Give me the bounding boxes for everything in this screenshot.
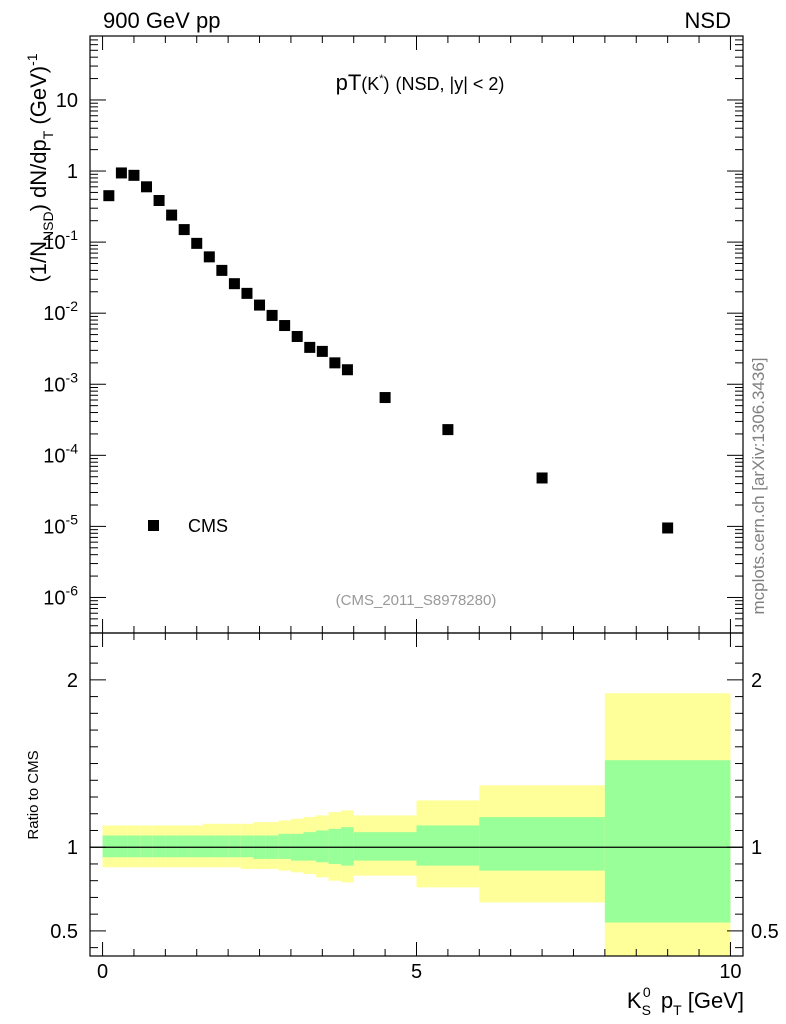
data-point <box>329 357 341 369</box>
data-point <box>228 278 240 290</box>
data-point <box>662 522 674 534</box>
data-point <box>178 224 190 236</box>
upper-frame <box>89 35 744 634</box>
upper-y-tick-base: 10 <box>43 516 65 538</box>
data-point <box>304 341 316 353</box>
upper-y-tick-base: 10 <box>43 303 65 325</box>
data-point <box>191 237 203 249</box>
plot-title-main: pT <box>336 70 362 95</box>
ratio-band-stat <box>140 835 153 858</box>
legend-marker <box>148 520 159 531</box>
ratio-band-stat <box>177 835 191 858</box>
upper-y-tick-label: 10-4 <box>43 440 78 467</box>
data-markers <box>103 167 674 534</box>
ratio-bands <box>90 693 743 956</box>
x-tick-label: 5 <box>411 961 422 983</box>
upper-y-tick-label: 1 <box>67 161 78 183</box>
ratio-band-stat <box>604 760 731 923</box>
ratio-y-tick-label-right: 0.5 <box>751 921 779 943</box>
upper-y-tick-exponent: -3 <box>66 369 79 385</box>
ratio-band-stat <box>127 835 141 858</box>
legend-label-cms: CMS <box>188 516 228 536</box>
data-point <box>442 424 454 436</box>
upper-y-tick-label: 10-3 <box>43 369 78 396</box>
ratio-y-tick-label-left: 0.5 <box>50 921 78 943</box>
ratio-band-stat <box>479 817 605 871</box>
data-point <box>266 309 278 321</box>
upper-y-tick-exponent: -2 <box>66 298 79 314</box>
plot-title-particle: (K <box>361 74 379 94</box>
upper-y-tick-base: 10 <box>56 90 78 112</box>
data-point <box>341 364 353 376</box>
upper-y-axis-title: (1/NNSD) dN/dpT (GeV)-1 <box>24 53 56 282</box>
data-point <box>153 194 165 206</box>
ratio-band-stat <box>102 835 116 858</box>
upper-y-tick-base: 10 <box>43 587 65 609</box>
ratio-band-stat <box>190 835 204 858</box>
upper-y-tick-exponent: -6 <box>66 582 79 598</box>
ratio-band-stat <box>341 827 354 866</box>
upper-y-tick-base: 10 <box>43 374 65 396</box>
ratio-band-stat <box>240 835 254 858</box>
watermark: mcplots.cern.ch [arXiv:1306.3436] <box>749 357 768 614</box>
ratio-band-stat <box>316 830 329 863</box>
analysis-tag: (CMS_2011_S8978280) <box>336 592 497 609</box>
ratio-band-stat <box>203 835 216 858</box>
data-point <box>316 345 328 357</box>
upper-y-tick-exponent: -4 <box>66 440 79 456</box>
data-point <box>128 169 140 181</box>
upper-y-tick-label: 10-2 <box>43 298 78 325</box>
header-process: NSD <box>685 8 731 33</box>
upper-y-tick-exponent: -5 <box>66 511 79 527</box>
plot-title-particle-sup: * <box>379 73 384 85</box>
ratio-band-stat <box>228 835 241 858</box>
ratio-band-stat <box>328 828 342 864</box>
ratio-band-stat <box>165 835 178 858</box>
ratio-band-stat <box>416 825 480 866</box>
upper-y-tick-base: 10 <box>43 232 65 254</box>
header-energy: 900 GeV pp <box>103 8 220 33</box>
data-point <box>279 320 291 332</box>
ratio-band-stat <box>303 832 317 861</box>
upper-y-tick-label: 10 <box>56 90 78 112</box>
upper-y-tick-label: 10-1 <box>43 227 78 254</box>
data-point <box>115 167 127 179</box>
ratio-band-stat <box>115 835 128 858</box>
data-point <box>379 392 391 404</box>
plot-title-particle-close: ) <box>384 74 390 94</box>
data-point <box>241 287 253 299</box>
data-point <box>166 209 178 221</box>
x-axis-title: KS0 pT [GeV] <box>627 984 744 1018</box>
plot-title-cuts: (NSD, |y| < 2) <box>396 74 505 94</box>
upper-y-tick-exponent: -1 <box>66 227 79 243</box>
x-tick-label: 10 <box>719 961 741 983</box>
data-point <box>216 264 228 276</box>
x-tick-label: 0 <box>97 961 108 983</box>
ratio-y-axis-title: Ratio to CMS <box>25 750 42 839</box>
ratio-y-tick-label-right: 2 <box>751 670 762 692</box>
ratio-y-tick-label-left: 1 <box>67 837 78 859</box>
data-point <box>254 299 266 311</box>
upper-y-tick-base: 10 <box>43 445 65 467</box>
ratio-band-stat <box>152 835 166 858</box>
data-point <box>103 190 115 202</box>
upper-y-tick-label: 10-6 <box>43 582 78 609</box>
plot-title: pT(K*) (NSD, |y| < 2) <box>336 70 505 95</box>
upper-y-tick-label: 10-5 <box>43 511 78 538</box>
ratio-band-stat <box>278 833 291 859</box>
data-point <box>536 472 548 484</box>
ratio-band-stat <box>353 832 417 861</box>
data-point <box>291 330 303 342</box>
ratio-band-stat <box>215 835 229 858</box>
data-point <box>203 251 215 263</box>
upper-y-tick-base: 1 <box>67 161 78 183</box>
data-point <box>141 181 153 193</box>
ratio-y-tick-label-left: 2 <box>67 670 78 692</box>
ratio-y-tick-label-right: 1 <box>751 837 762 859</box>
